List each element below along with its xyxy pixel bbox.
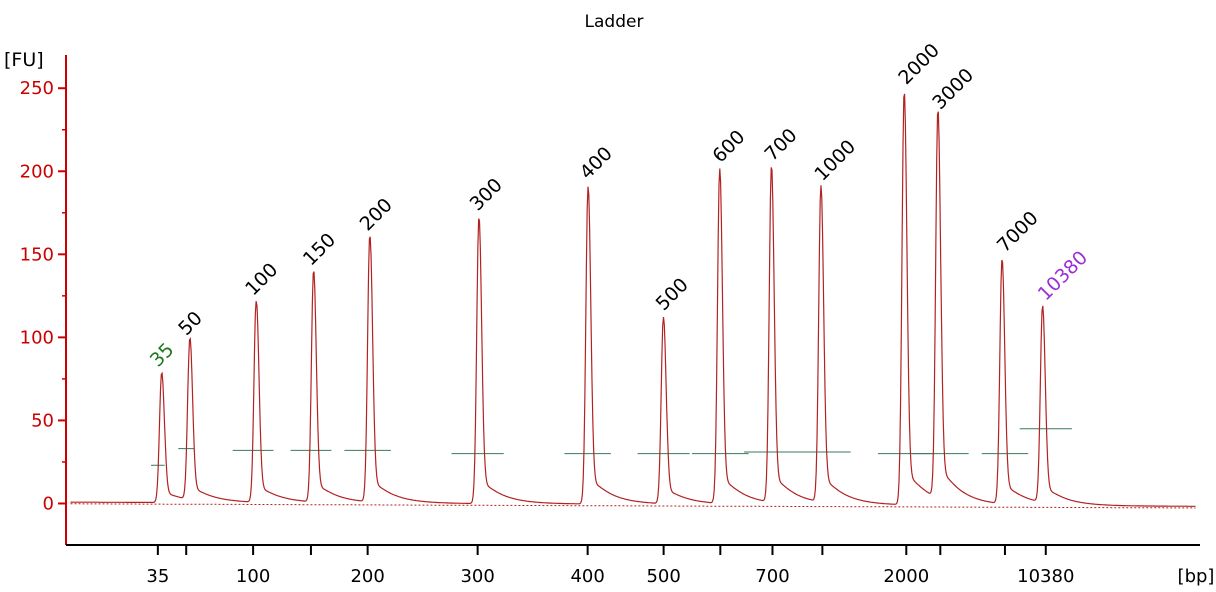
peak-label: 35 bbox=[146, 339, 179, 372]
x-tick-label: 100 bbox=[236, 566, 270, 587]
x-tick-label: 500 bbox=[646, 566, 680, 587]
dotted-baseline bbox=[70, 503, 1196, 509]
peak-label: 1000 bbox=[810, 136, 860, 186]
x-tick-label: 35 bbox=[146, 566, 169, 587]
peak-label: 400 bbox=[576, 143, 617, 184]
x-axis: 35 100 200 300 400 500 700 2000 10380 bbox=[66, 544, 1200, 587]
peak-label: 300 bbox=[466, 174, 507, 215]
y-axis: 0 50 100 150 200 250 bbox=[20, 55, 67, 545]
y-tick-label: 100 bbox=[20, 327, 54, 348]
y-axis-label: [FU] bbox=[4, 49, 44, 71]
peak-label: 7000 bbox=[993, 207, 1043, 257]
peak-label: 500 bbox=[652, 274, 693, 315]
x-tick-label: 700 bbox=[755, 566, 789, 587]
y-tick-label: 0 bbox=[43, 493, 54, 514]
peak-label: 100 bbox=[241, 259, 282, 300]
peak-label: 700 bbox=[760, 124, 801, 165]
y-tick-label: 150 bbox=[20, 244, 54, 265]
chart-title: Ladder bbox=[585, 12, 644, 32]
trace-line bbox=[70, 93, 1196, 507]
x-tick-label: 400 bbox=[570, 566, 604, 587]
x-tick-label: 200 bbox=[350, 566, 384, 587]
y-tick-label: 250 bbox=[20, 78, 54, 99]
x-tick-label: 300 bbox=[460, 566, 494, 587]
x-tick-label: 10380 bbox=[1017, 566, 1074, 587]
peak-label: 600 bbox=[708, 126, 749, 167]
peak-label: 50 bbox=[174, 307, 207, 340]
peak-label: 3000 bbox=[928, 64, 978, 114]
x-axis-label: [bp] bbox=[1178, 566, 1215, 587]
y-tick-label: 50 bbox=[31, 410, 54, 431]
peak-label: 2000 bbox=[894, 39, 944, 89]
peak-label: 10380 bbox=[1034, 247, 1092, 305]
peak-label: 150 bbox=[299, 229, 340, 270]
y-tick-label: 200 bbox=[20, 161, 54, 182]
x-tick-label: 2000 bbox=[883, 566, 929, 587]
peak-label: 200 bbox=[356, 194, 397, 235]
